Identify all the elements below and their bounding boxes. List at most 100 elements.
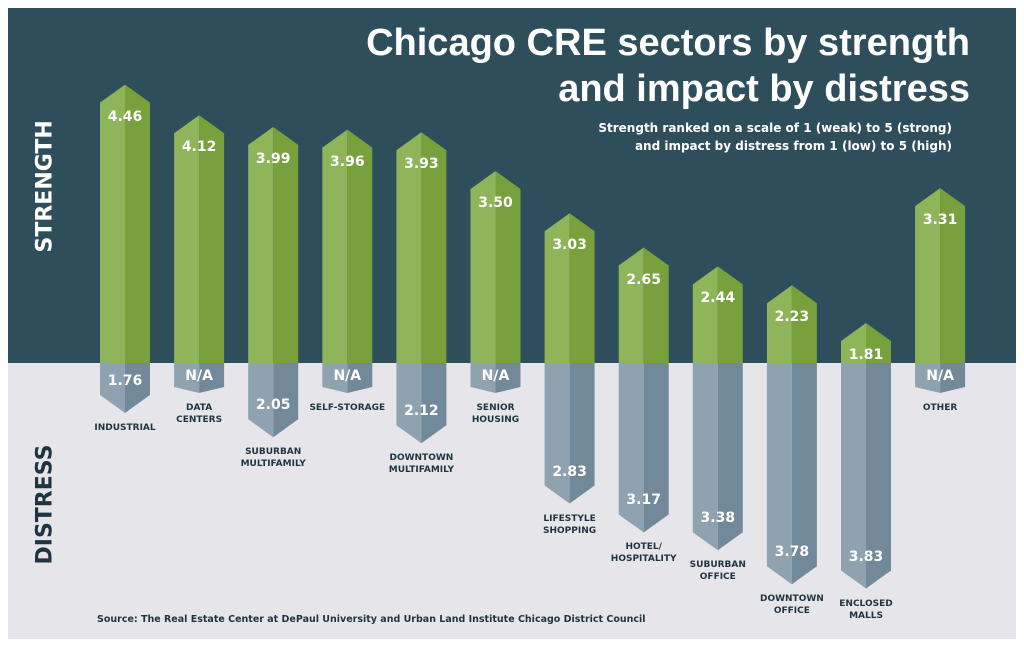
distress-tab-na: [915, 363, 941, 393]
strength-bar: [174, 115, 200, 363]
strength-value-label: 2.23: [774, 309, 810, 326]
distress-bar: [618, 363, 644, 533]
distress-value-label: 2.83: [552, 463, 587, 480]
strength-bar-shade: [347, 129, 373, 363]
strength-bar-shade: [791, 285, 817, 363]
distress-value-label: 3.83: [848, 548, 884, 565]
strength-bar: [766, 285, 792, 363]
distress-bar-shade: [569, 363, 595, 504]
distress-value-label: 3.17: [626, 492, 661, 509]
distress-bar-shade: [643, 363, 669, 533]
distress-value-label: N/A: [333, 368, 362, 384]
category-label: MULTIFAMILY: [388, 465, 454, 476]
distress-value-label: 2.12: [404, 403, 439, 420]
strength-bar: [841, 323, 866, 363]
distress-tab-na-shade: [940, 363, 966, 393]
strength-value-label: 2.65: [626, 271, 661, 288]
distress-bar: [100, 363, 125, 413]
category-label: MULTIFAMILY: [240, 459, 306, 470]
distress-value-label: 3.38: [700, 510, 736, 527]
distress-value-label: 3.78: [774, 544, 810, 561]
category-label: INDUSTRIAL: [94, 423, 156, 433]
category-label: OFFICE: [773, 606, 810, 617]
distress-value-label: N/A: [926, 368, 954, 384]
distress-bar-shade: [791, 363, 817, 585]
category-label: HOSPITALITY: [610, 554, 677, 565]
subtitle-line-2: and impact by distress from 1 (low) to 5…: [634, 139, 952, 153]
strength-bar-shade: [940, 188, 966, 363]
strength-bar: [248, 126, 274, 364]
strength-bar: [915, 188, 941, 363]
category-label: OTHER: [922, 403, 958, 413]
chart-title: Chicago CRE sectors by strength and impa…: [366, 22, 970, 110]
category-label: SUBURBAN: [245, 447, 302, 458]
strength-bar-shade: [643, 247, 669, 363]
category-label: DATA: [186, 403, 213, 413]
strength-bar: [470, 171, 496, 363]
strength-bar: [100, 84, 125, 363]
distress-tab-na: [322, 363, 348, 393]
distress-bar-shade: [421, 363, 447, 444]
category-label: ENCLOSED: [839, 598, 893, 609]
strength-value-label: 2.44: [700, 290, 736, 307]
distress-bar: [766, 363, 792, 585]
distress-tab-na-shade: [199, 363, 225, 393]
strength-value-label: 1.81: [848, 347, 884, 363]
category-label: CENTERS: [176, 415, 223, 425]
distress-tab-na-shade: [347, 363, 373, 393]
strength-bar-shade: [495, 171, 521, 363]
category-label: HOTEL/: [625, 542, 662, 553]
strength-bar-shade: [569, 213, 595, 363]
strength-value-label: 3.31: [922, 212, 958, 229]
category-label: DOWNTOWN: [389, 453, 454, 464]
distress-tab-na: [174, 363, 200, 393]
strength-bar: [322, 129, 348, 363]
distress-bar: [248, 363, 274, 438]
distress-value-label: 1.76: [107, 373, 143, 389]
distress-value-label: 2.05: [255, 397, 291, 414]
strength-value-label: 3.50: [478, 195, 513, 211]
strength-bar-shade: [421, 132, 447, 363]
category-label: SUBURBAN: [689, 560, 746, 571]
strength-bar-shade: [273, 126, 299, 364]
distress-bar: [396, 363, 422, 444]
distress-axis-label: DISTRESS: [32, 444, 58, 565]
category-label: HOUSING: [471, 415, 520, 425]
distress-bar: [841, 363, 866, 589]
strength-value-label: 3.99: [255, 150, 291, 167]
strength-bar-shade: [199, 115, 225, 363]
category-label: LIFESTYLE: [543, 513, 596, 524]
distress-bar-shade: [273, 363, 299, 438]
distress-tab-na: [470, 363, 496, 393]
distress-bar: [544, 363, 570, 504]
strength-bar: [618, 247, 644, 363]
distress-bar: [692, 363, 718, 551]
distress-value-label: N/A: [481, 368, 510, 384]
strength-bar-shade: [717, 266, 743, 363]
distress-bar-shade: [717, 363, 743, 551]
source-note: Source: The Real Estate Center at DePaul…: [97, 614, 646, 625]
subtitle-line-1: Strength ranked on a scale of 1 (weak) t…: [598, 121, 952, 135]
strength-value-label: 3.03: [552, 237, 587, 254]
strength-bar-shade: [866, 323, 891, 363]
distress-bar-shade: [866, 363, 891, 589]
strength-value-label: 4.46: [107, 108, 143, 125]
category-label: SHOPPING: [543, 525, 597, 536]
category-label: SELF-STORAGE: [309, 403, 386, 413]
category-label: SENIOR: [476, 403, 515, 413]
strength-value-label: 3.96: [330, 153, 365, 170]
category-label: MALLS: [849, 610, 883, 621]
distress-tab-na-shade: [495, 363, 521, 393]
strength-bar: [396, 132, 422, 363]
strength-bar-shade: [125, 84, 150, 363]
strength-bar: [692, 266, 718, 363]
strength-value-label: 3.93: [404, 156, 439, 173]
strength-bar: [544, 213, 570, 363]
strength-axis-label: STRENGTH: [32, 120, 58, 253]
distress-bar-shade: [125, 363, 150, 413]
strength-value-label: 4.12: [181, 139, 217, 156]
category-label: OFFICE: [699, 572, 736, 583]
distress-value-label: N/A: [185, 368, 213, 384]
